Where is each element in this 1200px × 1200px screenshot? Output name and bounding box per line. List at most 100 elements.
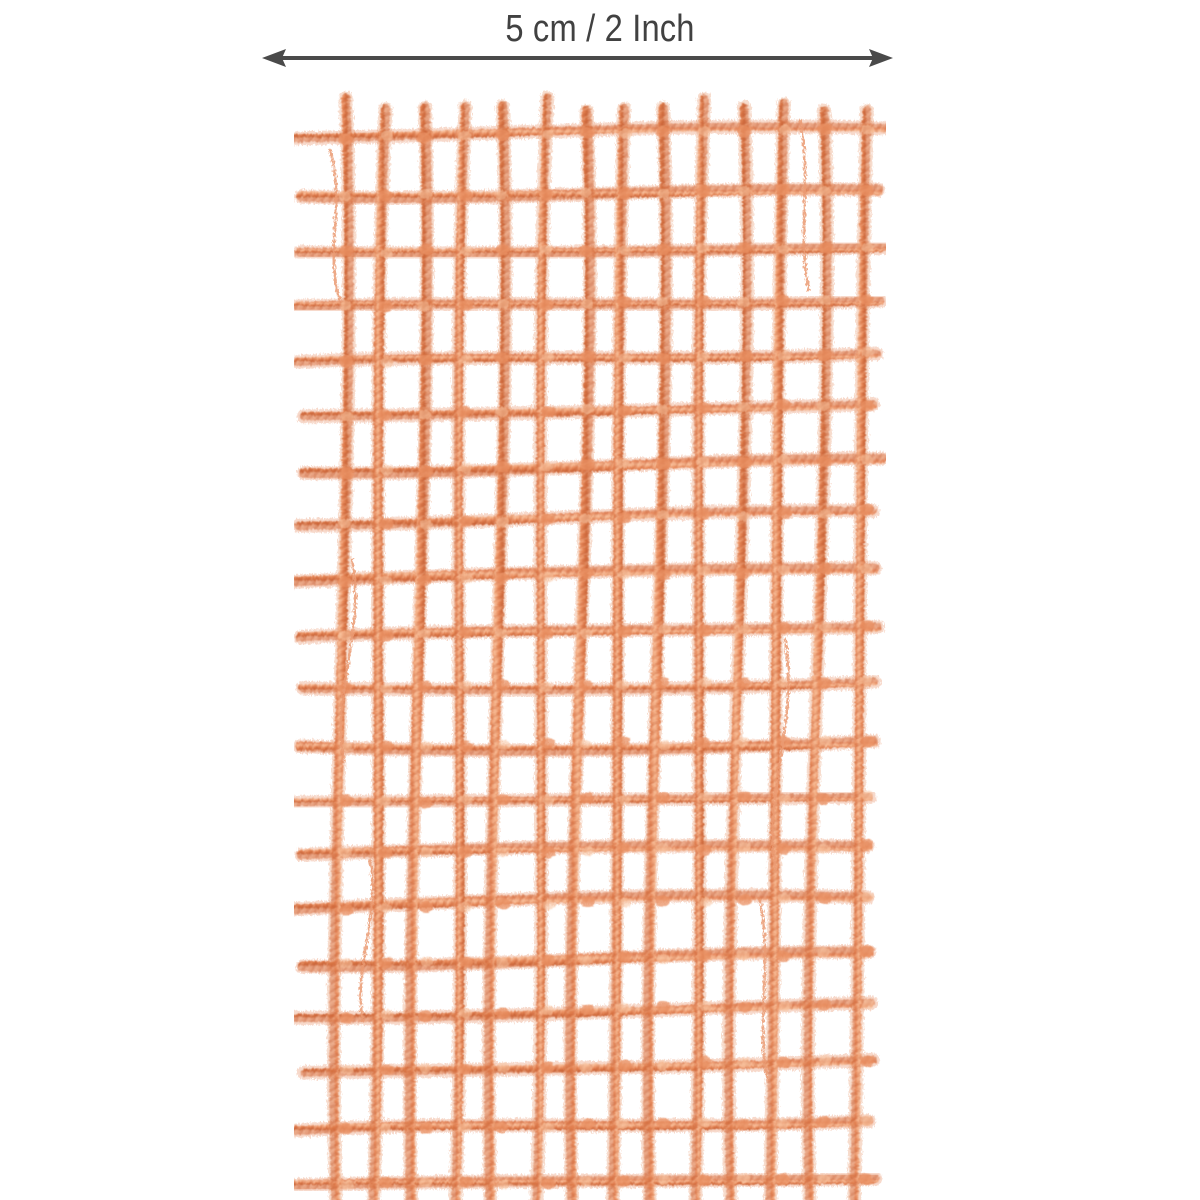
mesh-weave-knot	[697, 624, 712, 637]
mesh-weave-knot	[458, 130, 471, 141]
mesh-weave-knot	[818, 456, 833, 468]
arrow-line	[275, 56, 880, 60]
mesh-weave-knot	[337, 1123, 352, 1135]
mesh-weave-knot	[859, 563, 873, 574]
mesh-weave-knot	[697, 352, 710, 363]
mesh-weave-knot	[539, 628, 554, 640]
mesh-weave-knot	[540, 1122, 554, 1133]
mesh-stray-fibre	[798, 118, 811, 292]
mesh-thread-vertical-twist	[484, 102, 510, 1200]
mesh-stray-fibre	[328, 148, 342, 302]
mesh-weave-knot	[776, 1056, 791, 1068]
mesh-weave-knot	[860, 619, 875, 632]
mesh-weave-knot	[541, 406, 556, 418]
mesh-weave-knot	[617, 569, 631, 580]
mesh-weave-knot	[459, 1176, 474, 1188]
mesh-weave-knot	[738, 1001, 753, 1013]
mesh-weave-knot	[417, 574, 432, 587]
mesh-weave-knot	[496, 1179, 510, 1190]
mesh-thread-vertical-twist	[724, 103, 752, 1200]
mesh-weave-knot	[458, 626, 473, 639]
mesh-weave-knot	[418, 1010, 433, 1022]
mesh-weave-knot	[540, 1062, 555, 1074]
mesh-weave-knot	[494, 1121, 509, 1134]
mesh-weave-knot	[656, 458, 671, 471]
mesh-weave-knot	[696, 185, 711, 197]
mesh-weave-knot	[379, 518, 394, 530]
mesh-weave-knot	[858, 838, 873, 851]
mesh-weave-knot	[378, 1123, 392, 1133]
left-crop-mask	[0, 0, 294, 1200]
mesh-weave-knot	[458, 1008, 472, 1019]
mesh-weave-knot	[416, 132, 431, 144]
mesh-weave-knot	[617, 1003, 631, 1014]
mesh-weave-knot	[737, 296, 751, 307]
mesh-weave-knot	[458, 1063, 473, 1075]
right-crop-mask	[886, 0, 1200, 1200]
mesh-weave-knot	[338, 518, 352, 529]
mesh-weave-knot	[377, 409, 392, 421]
mesh-weave-knot	[696, 737, 711, 749]
mesh-weave-knot	[580, 1004, 595, 1016]
mesh-weave-knot	[540, 514, 555, 526]
mesh-weave-knot	[459, 463, 473, 474]
mesh-weave-knot	[378, 795, 391, 806]
mesh-weave-knot	[458, 902, 472, 913]
mesh-weave-knot	[460, 573, 473, 584]
mesh-weave-knot	[738, 842, 752, 853]
mesh-weave-knot	[655, 353, 670, 365]
mesh-weave-knot	[816, 999, 831, 1011]
mesh-thread-vertical-twist	[369, 105, 390, 1200]
mesh-weave-knot	[340, 1180, 354, 1190]
mesh-weave-knot	[459, 299, 474, 311]
mesh-thread-vertical-twist	[451, 102, 470, 1200]
mesh-weave-knot	[697, 844, 712, 856]
mesh-weave-knot	[736, 677, 751, 689]
mesh-weave-knot	[580, 127, 595, 139]
mesh-weave-knot	[656, 842, 670, 853]
mesh-weave-knot	[737, 894, 752, 906]
mesh-weave-knot	[339, 847, 352, 858]
mesh-weave-knot	[656, 569, 671, 581]
scale-double-arrow	[262, 49, 893, 67]
mesh-weave-knot	[340, 411, 354, 422]
mesh-weave-knot	[657, 188, 671, 199]
mesh-weave-knot	[696, 295, 711, 307]
mesh-weave-knot	[379, 1064, 394, 1076]
mesh-weave-knot	[496, 898, 511, 910]
mesh-weave-knot	[457, 405, 472, 417]
mesh-weave-knot	[339, 904, 354, 916]
mesh-weave-knot	[539, 244, 553, 255]
mesh-weave-knot	[340, 742, 354, 753]
mesh-weave-knot	[579, 1176, 593, 1187]
mesh-weave-knot	[860, 400, 875, 412]
mesh-weave-knot	[618, 897, 632, 908]
mesh-weave-knot	[862, 999, 875, 1010]
mesh-weave-knot	[619, 128, 632, 139]
mesh-weave-knot	[494, 352, 509, 364]
mesh-weave-knot	[615, 736, 631, 748]
mesh-weave-knot	[858, 1173, 873, 1185]
mesh-weave-knot	[539, 188, 554, 201]
mesh-weave-knot	[778, 1001, 792, 1012]
mesh-weave-knot	[418, 354, 433, 366]
mesh-weave-knot	[539, 299, 554, 311]
mesh-thread-vertical-twist	[608, 104, 629, 1200]
mesh-weave-knot	[817, 123, 832, 135]
mesh-weave-knot	[859, 503, 874, 515]
mesh-weave-knot	[418, 409, 432, 420]
mesh-weave-knot	[542, 900, 555, 911]
mesh-weave-knot	[818, 1054, 832, 1065]
mesh-weave-knot	[378, 1176, 393, 1188]
mesh-weave-knot	[339, 300, 352, 311]
mesh-weave-knot	[696, 402, 711, 414]
mesh-weave-knot	[816, 1174, 830, 1185]
mesh-weave-knot	[339, 794, 354, 807]
mesh-weave-knot	[497, 847, 510, 858]
mesh-weave-knot	[578, 679, 593, 691]
mesh-weave-knot	[495, 461, 510, 473]
mesh-weave-knot	[541, 129, 555, 140]
mesh-weave-knot	[541, 795, 555, 806]
